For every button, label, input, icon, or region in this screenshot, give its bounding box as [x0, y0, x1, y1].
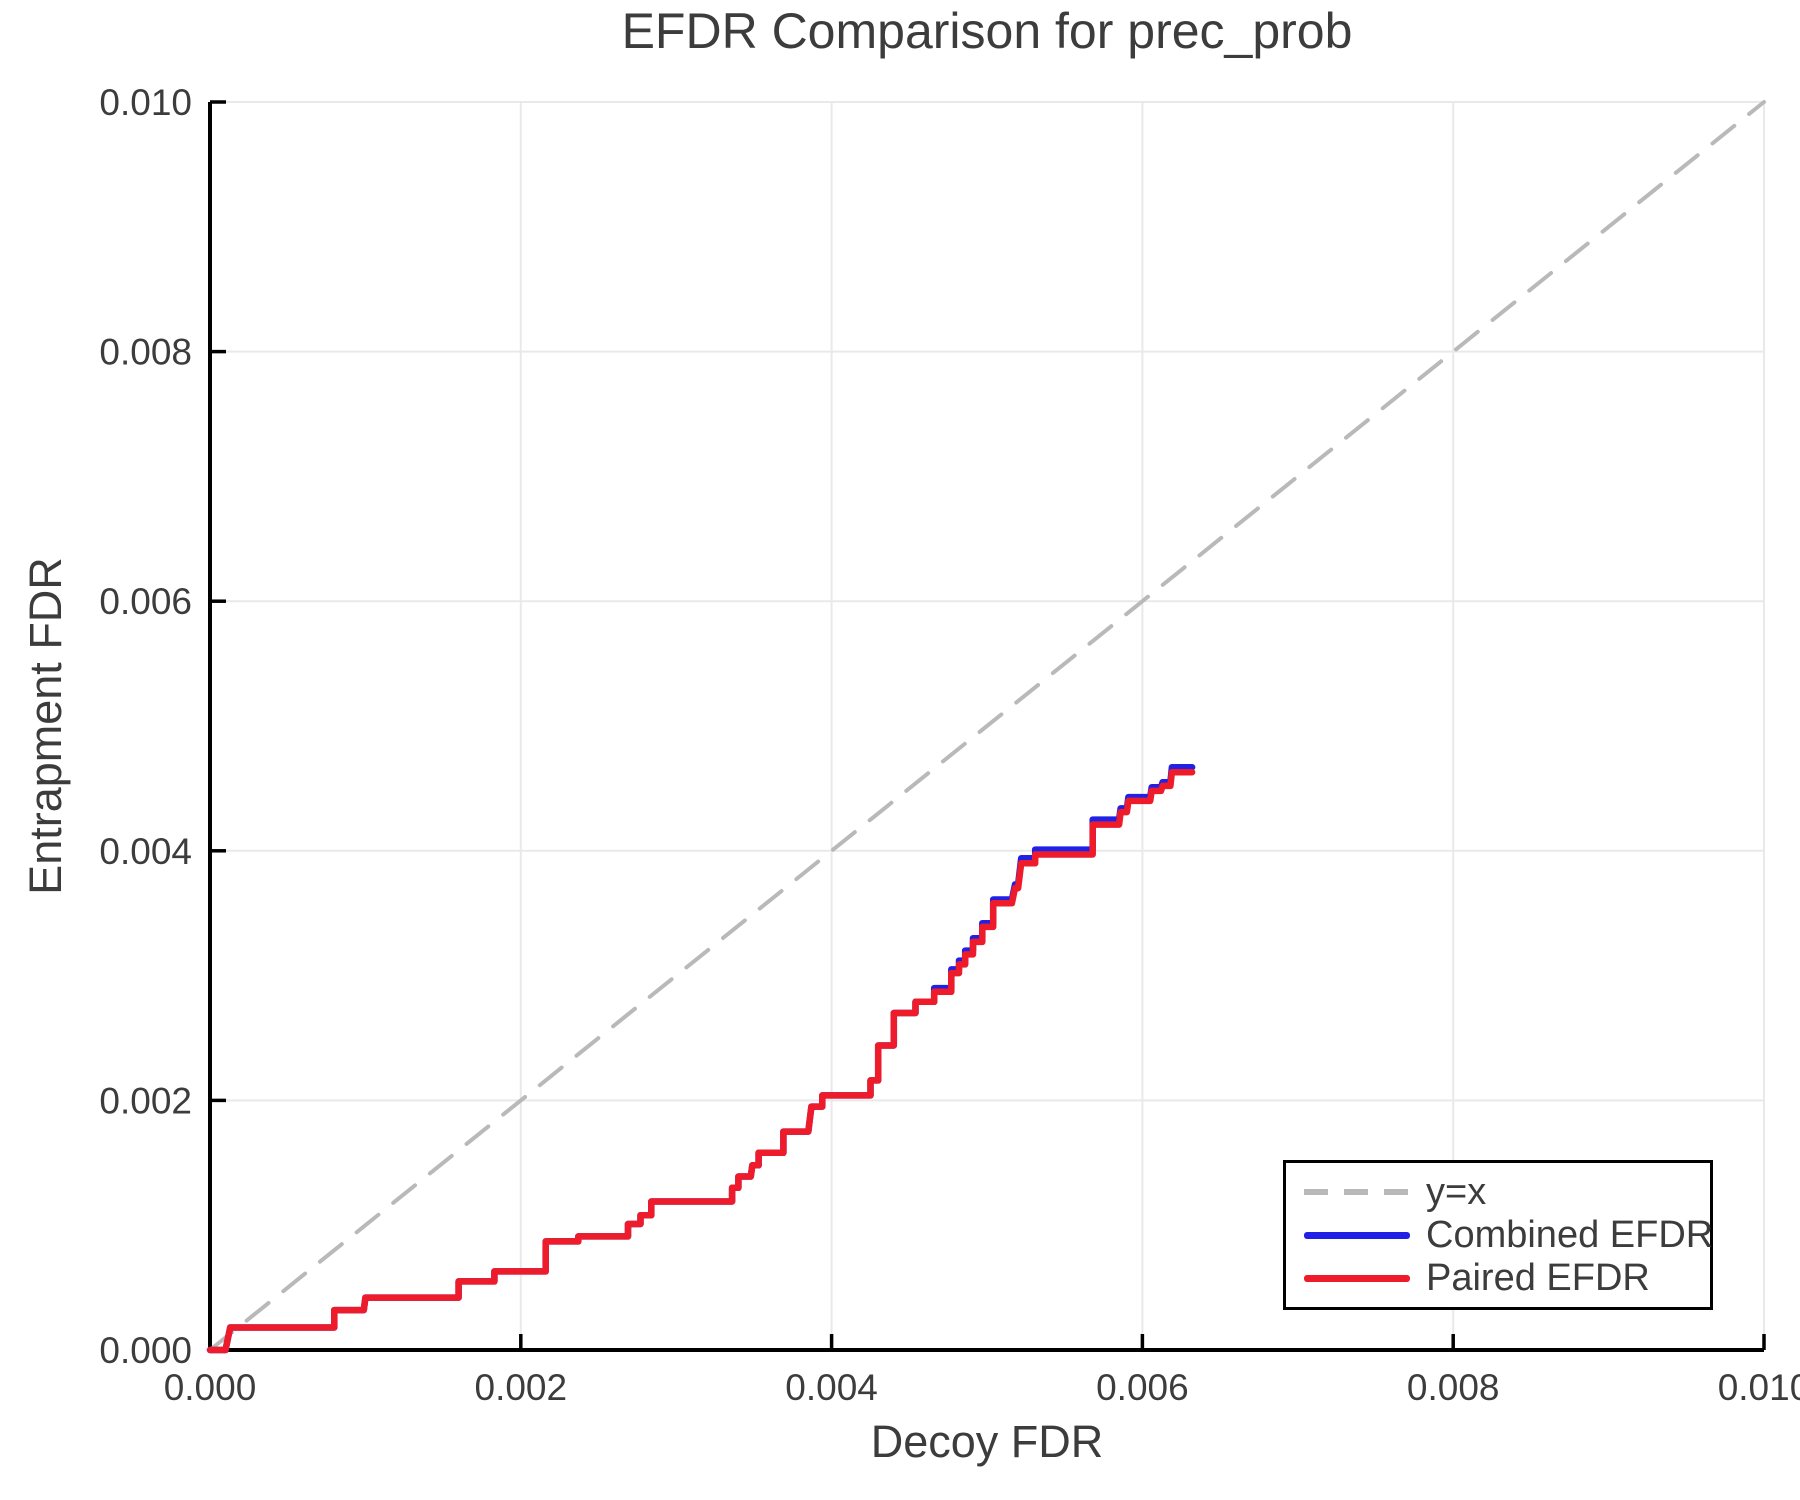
- legend-label: y=x: [1426, 1171, 1487, 1213]
- x-tick-label: 0.008: [1407, 1367, 1500, 1408]
- x-tick-label: 0.006: [1096, 1367, 1189, 1408]
- blue-line-swatch: [1304, 1231, 1410, 1239]
- x-tick-label: 0.002: [475, 1367, 568, 1408]
- x-axis-label: Decoy FDR: [870, 1416, 1104, 1467]
- chart-title: EFDR Comparison for prec_prob: [621, 3, 1353, 59]
- legend-entry-yx: y=x: [1304, 1172, 1710, 1212]
- x-tick-label: 0.010: [1718, 1367, 1800, 1408]
- legend: y=x Combined EFDR Paired EFDR: [1283, 1160, 1713, 1310]
- x-tick-label: 0.000: [164, 1367, 257, 1408]
- legend-label: Combined EFDR: [1426, 1214, 1714, 1256]
- y-axis-label: Entrapment FDR: [20, 557, 71, 895]
- legend-entry-paired-efdr: Paired EFDR: [1304, 1258, 1710, 1298]
- y-tick-label: 0.010: [99, 82, 192, 123]
- series-paired-efdr: [206, 768, 1196, 1354]
- y-tick-label: 0.006: [99, 581, 192, 622]
- y-tick-label: 0.008: [99, 332, 192, 373]
- y-tick-label: 0.004: [99, 831, 192, 872]
- dashed-line-swatch: [1304, 1189, 1410, 1195]
- legend-entry-combined-efdr: Combined EFDR: [1304, 1214, 1714, 1256]
- y-tick-label: 0.000: [99, 1330, 192, 1371]
- x-tick-label: 0.004: [785, 1367, 878, 1408]
- series-y-x: [208, 100, 1766, 1352]
- y-tick-label: 0.002: [99, 1080, 192, 1121]
- legend-label: Paired EFDR: [1426, 1257, 1650, 1299]
- red-line-swatch: [1304, 1274, 1410, 1282]
